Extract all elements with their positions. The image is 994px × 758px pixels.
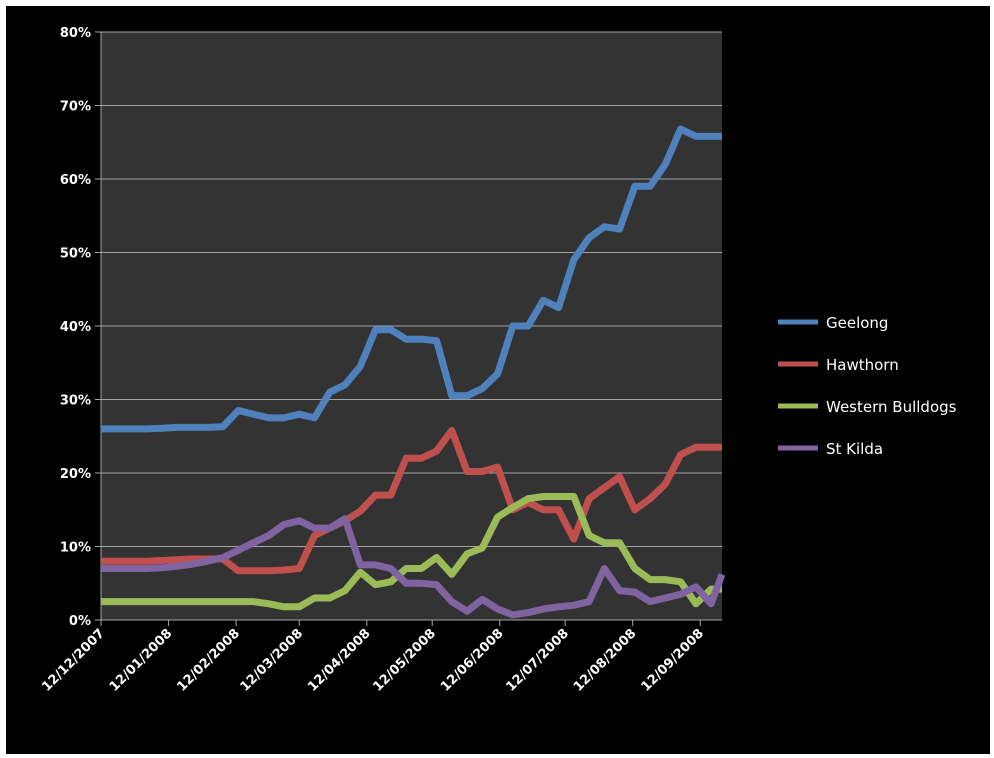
legend: Geelong Hawthorn Western Bulldogs St Kilda [778,314,957,458]
y-tick-label: 70% [60,100,91,115]
x-tick-label: 12/02/2008 [174,626,242,694]
x-tick-label: 12/05/2008 [371,626,439,694]
x-tick-label: 12/01/2008 [107,626,175,694]
x-tick-label: 12/09/2008 [639,626,707,694]
y-tick-label: 10% [60,541,91,556]
series-line-western-bulldogs [101,493,722,611]
x-axis-ticks: 12/12/2007 12/01/2008 12/02/200812/03/2008… [39,620,707,695]
y-axis-ticks: 0% 10% 20% 30% 40% 50% 60% 70% 80% [60,26,101,629]
y-tick-label: 80% [60,26,91,41]
series-line-st-kilda [101,515,726,619]
y-tick-label: 60% [60,173,91,188]
y-tick-label: 0% [69,614,91,629]
chart-frame: 0% 10% 20% 30% 40% 50% 60% 70% 80% 12/12/2007 12/… [6,6,990,754]
x-tick-label: 12/03/2008 [238,626,306,694]
line-chart: 0%10%20%30%40%50%60%70%80% 12/12/2007 12/… [39,26,957,695]
y-tick-label: 50% [60,247,91,262]
legend-label-geelong: Geelong [826,314,888,332]
x-tick-label: 12/08/2008 [571,626,639,694]
y-tick-label: 30% [60,394,91,409]
series-line-geelong [101,125,722,433]
y-tick-label: 40% [60,320,91,335]
legend-label-western-bulldogs: Western Bulldogs [826,398,957,416]
series-lines [101,125,726,619]
x-tick-label: 12/12/2007 [39,626,107,694]
legend-label-hawthorn: Hawthorn [826,356,899,374]
legend-label-st-kilda: St Kilda [826,440,883,458]
y-tick-label: 20% [60,467,91,482]
x-tick-label: 12/06/2008 [438,626,506,694]
x-tick-label: 12/04/2008 [305,626,373,694]
gridlines [101,31,722,547]
x-tick-label: 12/07/2008 [503,626,571,694]
